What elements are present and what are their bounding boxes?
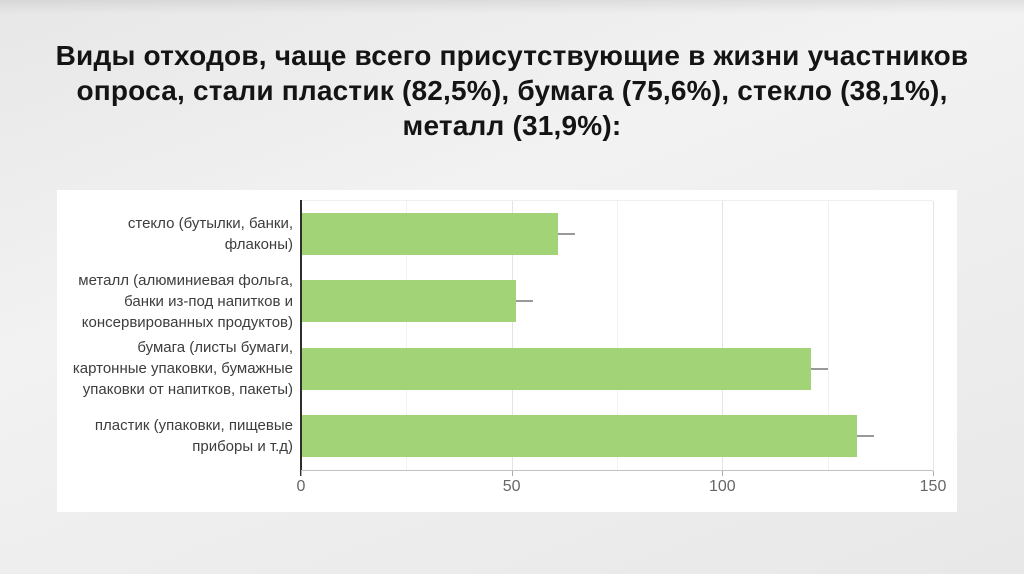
x-tick [511, 471, 513, 476]
gridline [722, 201, 724, 471]
bar-track [301, 403, 933, 471]
error-whisker [857, 435, 874, 438]
gridline [406, 201, 408, 471]
category-label-line: упаковки от напитков, пакеты) [82, 381, 293, 399]
chart-row: бумага (листы бумаги, картонные упаковки,… [57, 335, 957, 403]
category-label-line: флаконы) [224, 235, 293, 253]
grid-layer [301, 200, 934, 471]
category-label: бумага (листы бумаги, картонные упаковки,… [57, 337, 301, 400]
category-label-line: приборы и т.д) [192, 438, 293, 456]
error-whisker [810, 367, 828, 370]
x-tick-label: 50 [502, 478, 521, 495]
x-tick-label: 150 [919, 478, 947, 495]
bar [301, 347, 811, 390]
bar [301, 280, 516, 323]
chart-panel: стекло (бутылки, банки, флаконы) металл (а… [57, 190, 957, 512]
bar-track [301, 268, 933, 336]
error-whisker [515, 300, 533, 303]
chart-row: стекло (бутылки, банки, флаконы) [57, 200, 957, 268]
category-label-line: консервированных продуктов) [81, 313, 293, 331]
bar [301, 212, 558, 255]
bar-track [301, 200, 933, 268]
category-label-line: банки из-под напитков и [124, 292, 293, 310]
slide-title-line-3: металл (31,9%): [402, 110, 622, 141]
bar-track [301, 335, 933, 403]
x-tick-label: 0 [296, 478, 306, 495]
chart-row: металл (алюминиевая фольга, банки из-под … [57, 268, 957, 336]
bar [301, 415, 858, 458]
slide-title-line-1: Виды отходов, чаще всего присутствующие … [55, 40, 969, 71]
gridline [511, 201, 513, 471]
y-axis-line [300, 200, 302, 476]
slide-title: Виды отходов, чаще всего присутствующие … [52, 38, 972, 143]
category-label-line: стекло (бутылки, банки, [127, 214, 293, 232]
category-label: металл (алюминиевая фольга, банки из-под … [57, 270, 301, 333]
category-label: стекло (бутылки, банки, флаконы) [57, 213, 301, 255]
x-tick [722, 471, 724, 476]
gridline [933, 201, 934, 471]
category-label-line: пластик (упаковки, пищевые [94, 417, 293, 435]
x-axis: 0 50 100 150 [297, 471, 946, 501]
category-label: пластик (упаковки, пищевые приборы и т.д) [57, 415, 301, 457]
chart-rows: стекло (бутылки, банки, флаконы) металл (а… [57, 200, 957, 470]
error-whisker [558, 232, 575, 235]
x-baseline [301, 470, 933, 471]
x-tick [933, 471, 934, 476]
slide-title-line-2: опроса, стали пластик (82,5%), бумага (7… [76, 75, 948, 106]
gridline [617, 201, 618, 471]
gridline [827, 201, 829, 471]
category-label-line: картонные упаковки, бумажные [72, 360, 293, 378]
x-tick-label: 100 [708, 478, 736, 495]
chart-row: пластик (упаковки, пищевые приборы и т.д) [57, 403, 957, 471]
category-label-line: металл (алюминиевая фольга, [78, 271, 293, 289]
x-tick [301, 471, 302, 476]
category-label-line: бумага (листы бумаги, [137, 339, 293, 357]
